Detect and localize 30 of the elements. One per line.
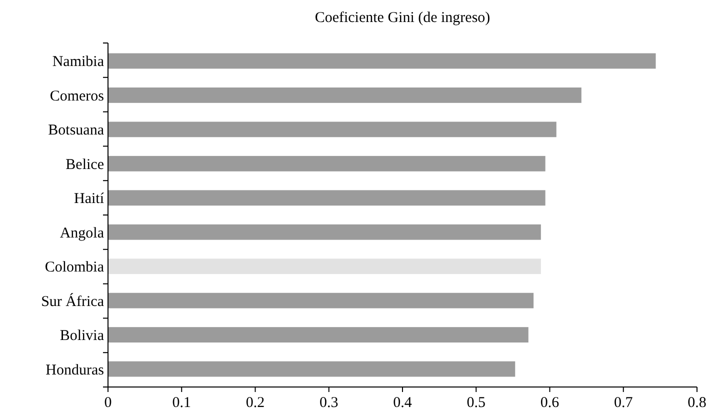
y-tick-label: Honduras (46, 362, 104, 378)
bar (108, 53, 656, 69)
y-tick-label: Bolivia (60, 328, 104, 344)
y-tick-label: Botsuana (48, 122, 104, 139)
y-tick-label: Namibia (52, 54, 104, 70)
chart-title: Coeficiente Gini (de ingreso) (314, 10, 490, 26)
y-tick-label: Haití (74, 191, 105, 208)
y-tick-label: Colombia (44, 260, 104, 276)
y-tick-label: Sur África (41, 292, 104, 310)
bar (108, 224, 541, 240)
y-tick-label: Belice (66, 156, 104, 173)
x-tick-label: 0.6 (540, 395, 560, 411)
x-tick-label: 0.7 (614, 395, 634, 411)
y-tick-label: Angola (60, 225, 104, 242)
x-tick-label: 0.3 (320, 395, 338, 411)
bar (108, 122, 556, 138)
bar (108, 258, 541, 274)
x-tick-label: 0.4 (393, 395, 412, 411)
x-tick-label: 0 (104, 395, 112, 411)
bar (108, 156, 546, 172)
y-tick-label: Comeros (50, 88, 104, 104)
bar (108, 361, 516, 377)
bar (108, 292, 534, 308)
bar (108, 190, 546, 206)
x-tick-label: 0.5 (466, 395, 486, 411)
bar (108, 88, 582, 103)
x-tick-label: 0.1 (172, 395, 191, 411)
x-tick-label: 0.2 (246, 395, 265, 411)
bar (108, 327, 528, 342)
x-tick-label: 0.8 (688, 395, 706, 411)
